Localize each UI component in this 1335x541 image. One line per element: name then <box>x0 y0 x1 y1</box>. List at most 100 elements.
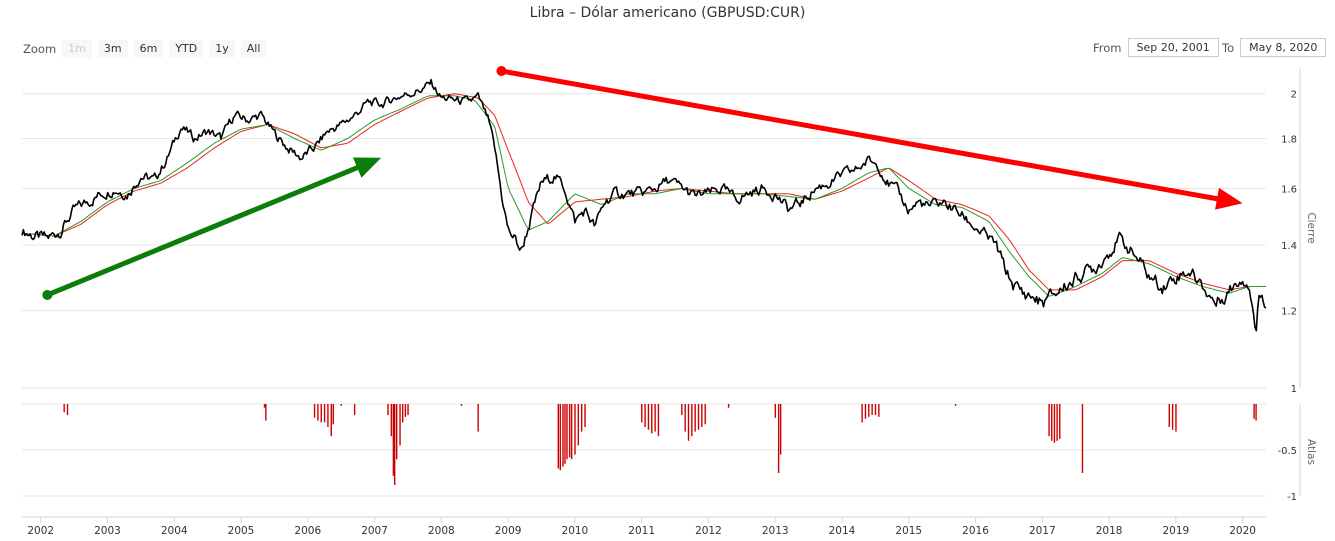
atlas-bar <box>1175 404 1177 432</box>
atlas-bar <box>681 404 683 416</box>
atlas-bar <box>559 404 561 471</box>
zoom-label: Zoom <box>23 42 57 56</box>
atlas-bar <box>1171 404 1174 430</box>
price-axis-title: Cierre <box>1305 212 1317 243</box>
atlas-bar <box>63 404 65 413</box>
zoom-ytd-button[interactable]: YTD <box>169 40 204 58</box>
x-tick-label: 2008 <box>428 525 455 537</box>
atlas-bar <box>320 404 322 423</box>
atlas-bar <box>460 404 463 406</box>
atlas-bar <box>340 404 342 406</box>
atlas-bar <box>562 404 564 467</box>
atlas-bar <box>1081 404 1084 473</box>
atlas-bar <box>66 404 69 416</box>
x-tick-label: 2014 <box>829 525 856 537</box>
atlas-bar <box>874 404 877 416</box>
zoom-3m-button[interactable]: 3m <box>97 40 128 58</box>
atlas-bar <box>330 404 332 437</box>
atlas-bar <box>727 404 730 408</box>
atlas-bar <box>393 404 396 485</box>
x-tick-label: 2009 <box>495 525 522 537</box>
atlas-bar <box>871 404 873 416</box>
atlas-bar <box>557 404 559 469</box>
atlas-bar <box>868 404 870 417</box>
downtrend-arrow-shaft <box>498 68 1220 202</box>
atlas-bar <box>1253 404 1255 419</box>
atlas-bar <box>265 404 267 421</box>
atlas-bar <box>861 404 863 423</box>
atlas-bar <box>584 404 586 427</box>
series-line-close <box>21 78 1267 332</box>
to-date-input[interactable]: May 8, 2020 <box>1240 38 1327 57</box>
atlas-bar <box>1051 404 1053 441</box>
atlas-bar <box>407 404 409 416</box>
x-tick-label: 2011 <box>628 525 655 537</box>
atlas-bar <box>574 404 576 455</box>
atlas-bar <box>1255 404 1257 421</box>
atlas-bar <box>566 404 568 460</box>
atlas-bar <box>404 404 407 417</box>
atlas-bar <box>577 404 580 446</box>
atlas-bar <box>564 404 566 464</box>
atlas-bar <box>353 404 356 416</box>
price-tick-label: 2 <box>1291 90 1297 101</box>
atlas-bar <box>779 404 782 455</box>
atlas-bar <box>332 404 334 425</box>
zoom-1m-button[interactable]: 1m <box>62 40 92 58</box>
atlas-axis-title: Atlas <box>1305 439 1317 465</box>
atlas-tick-label: -0.5 <box>1277 446 1297 457</box>
downtrend-arrow-head <box>1215 187 1243 210</box>
x-tick-label: 2002 <box>27 525 54 537</box>
atlas-bar <box>477 404 479 432</box>
atlas-bar <box>390 404 393 437</box>
price-tick-label: 1.8 <box>1281 134 1297 145</box>
atlas-bar <box>580 404 583 432</box>
series-line-ma-short <box>21 95 1266 297</box>
atlas-bar <box>774 404 777 418</box>
atlas-bar <box>687 404 690 441</box>
zoom-all-button[interactable]: All <box>240 40 267 58</box>
zoom-1y-button[interactable]: 1y <box>209 40 235 58</box>
x-tick-label: 2006 <box>294 525 321 537</box>
zoom-bar: Zoom 1m 3m 6m YTD 1y All <box>23 39 272 59</box>
atlas-bar <box>647 404 650 430</box>
atlas-bar <box>323 404 326 423</box>
atlas-bar <box>694 404 696 432</box>
x-tick-label: 2015 <box>895 525 922 537</box>
atlas-bar <box>657 404 660 437</box>
uptrend-arrow-dot <box>42 289 53 300</box>
atlas-bar <box>644 404 646 427</box>
x-tick-label: 2005 <box>228 525 255 537</box>
atlas-tick-label: -1 <box>1287 492 1297 503</box>
atlas-bar <box>1056 404 1058 441</box>
x-tick-label: 2016 <box>962 525 989 537</box>
zoom-6m-button[interactable]: 6m <box>133 40 164 58</box>
atlas-bar <box>864 404 867 419</box>
x-tick-label: 2003 <box>94 525 121 537</box>
x-tick-label: 2017 <box>1029 525 1056 537</box>
atlas-bar <box>701 404 703 427</box>
atlas-bar <box>1168 404 1170 427</box>
price-tick-label: 1.2 <box>1281 307 1297 318</box>
downtrend-arrow-dot <box>496 65 507 76</box>
chart-title: Libra – Dólar americano (GBPUSD:CUR) <box>529 5 806 21</box>
price-tick-label: 1.4 <box>1281 241 1297 252</box>
from-date-input[interactable]: Sep 20, 2001 <box>1127 38 1219 57</box>
x-tick-label: 2013 <box>762 525 789 537</box>
atlas-bar <box>313 404 316 418</box>
atlas-bar <box>399 404 401 446</box>
atlas-bar <box>392 404 395 476</box>
atlas-bar <box>704 404 706 425</box>
atlas-bar <box>954 404 957 406</box>
atlas-bar <box>396 404 398 460</box>
atlas-bar <box>387 404 389 416</box>
atlas-bar <box>878 404 880 417</box>
atlas-bar <box>777 404 780 473</box>
atlas-bar <box>697 404 700 430</box>
x-tick-label: 2007 <box>361 525 388 537</box>
atlas-bar <box>402 404 404 423</box>
x-tick-label: 2020 <box>1229 525 1256 537</box>
uptrend-arrow-shaft <box>44 165 360 298</box>
atlas-bar <box>327 404 329 427</box>
